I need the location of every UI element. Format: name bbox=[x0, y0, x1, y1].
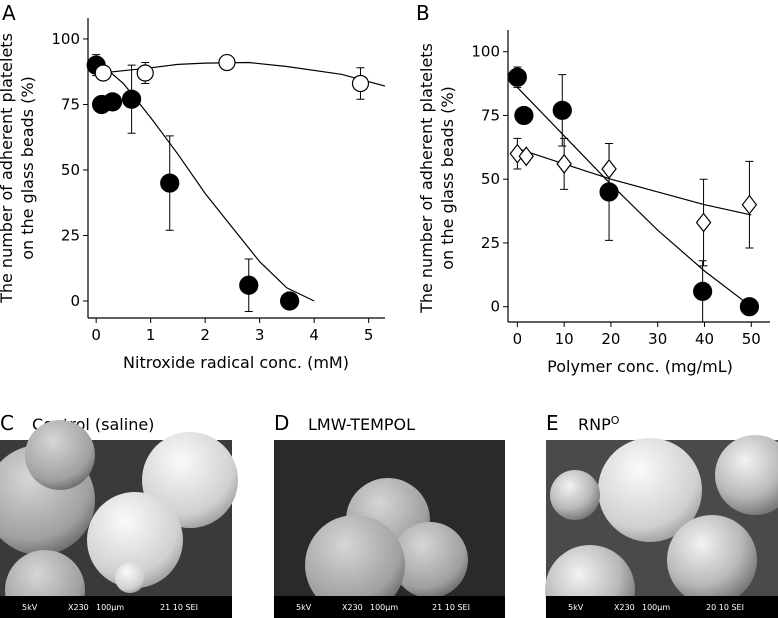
info-bar bbox=[546, 596, 778, 618]
image-panel-d: D LMW-TEMPOL 5kV X230 100µm 21 10 SEI bbox=[274, 411, 505, 618]
info-text: 21 10 SEI bbox=[432, 603, 470, 612]
x-tick-label: 1 bbox=[146, 326, 156, 344]
y-axis-label: The number of adherent platelets bbox=[417, 43, 436, 314]
x-tick-label: 0 bbox=[513, 330, 523, 348]
info-text: 100µm bbox=[370, 603, 398, 612]
marker bbox=[556, 153, 572, 174]
y-tick-label: 50 bbox=[481, 170, 500, 188]
panel-label: C bbox=[0, 411, 14, 435]
fit-line bbox=[516, 86, 752, 308]
fit-line bbox=[517, 148, 752, 216]
y-axis-label: The number of adherent platelets bbox=[0, 33, 16, 304]
x-tick-label: 3 bbox=[255, 326, 265, 344]
x-tick-label: 2 bbox=[200, 326, 210, 344]
bead bbox=[115, 563, 145, 593]
marker bbox=[218, 53, 236, 72]
x-tick-label: 20 bbox=[601, 330, 620, 348]
info-text: X230 bbox=[614, 603, 635, 612]
info-text: X230 bbox=[342, 603, 363, 612]
title-sup: O bbox=[611, 414, 620, 427]
marker bbox=[552, 100, 572, 120]
y-tick-label: 50 bbox=[61, 161, 80, 179]
panel-title: LMW-TEMPOL bbox=[308, 415, 415, 434]
marker bbox=[280, 291, 300, 311]
x-tick-label: 4 bbox=[309, 326, 319, 344]
y-tick-label: 100 bbox=[51, 30, 80, 48]
marker bbox=[518, 146, 535, 167]
marker bbox=[239, 275, 259, 295]
marker bbox=[599, 182, 619, 202]
bead bbox=[305, 515, 405, 615]
y-tick-label: 75 bbox=[481, 106, 500, 124]
bead bbox=[667, 515, 757, 605]
title-text: RNP bbox=[578, 415, 611, 434]
info-text: 5kV bbox=[568, 603, 584, 612]
y-tick-label: 100 bbox=[471, 43, 500, 61]
panel-label: B bbox=[416, 1, 430, 25]
y-axis-label: on the glass beads (%) bbox=[18, 76, 37, 260]
panel-label: E bbox=[546, 411, 559, 435]
image-panel-e: E RNPO 5kV X230 100µm 20 10 SEI bbox=[545, 411, 778, 618]
bead bbox=[25, 420, 95, 490]
x-tick-label: 0 bbox=[91, 326, 101, 344]
x-tick-label: 10 bbox=[555, 330, 574, 348]
panel-label: D bbox=[274, 411, 289, 435]
x-axis-label: Polymer conc. (mg/mL) bbox=[547, 357, 733, 376]
marker bbox=[695, 212, 712, 233]
info-bar bbox=[0, 596, 232, 618]
y-tick-label: 75 bbox=[61, 95, 80, 113]
image-panel-c: C Control (saline) 5kV X230 100µm 21 10 … bbox=[0, 411, 238, 618]
info-text: 5kV bbox=[296, 603, 312, 612]
x-tick-label: 30 bbox=[648, 330, 667, 348]
x-tick-label: 40 bbox=[695, 330, 714, 348]
y-tick-label: 0 bbox=[70, 292, 80, 310]
marker bbox=[160, 173, 180, 193]
bead bbox=[715, 435, 778, 515]
info-text: 100µm bbox=[96, 603, 124, 612]
bead bbox=[598, 438, 702, 542]
x-tick-label: 5 bbox=[364, 326, 374, 344]
marker bbox=[741, 194, 758, 215]
marker bbox=[102, 92, 123, 112]
marker bbox=[94, 64, 112, 82]
bead bbox=[550, 470, 600, 520]
marker bbox=[509, 143, 526, 164]
panel-label: A bbox=[2, 1, 16, 25]
y-tick-label: 0 bbox=[490, 298, 500, 316]
info-text: X230 bbox=[68, 603, 89, 612]
info-text: 21 10 SEI bbox=[160, 603, 198, 612]
marker bbox=[351, 74, 370, 93]
marker bbox=[693, 281, 713, 301]
x-axis-label: Nitroxide radical conc. (mM) bbox=[123, 353, 349, 372]
marker bbox=[739, 297, 760, 317]
bead bbox=[87, 492, 183, 588]
info-text: 100µm bbox=[642, 603, 670, 612]
info-text: 20 10 SEI bbox=[706, 603, 744, 612]
bead bbox=[392, 522, 468, 598]
info-text: 5kV bbox=[22, 603, 38, 612]
marker bbox=[121, 89, 142, 109]
panel-title: RNPO bbox=[578, 414, 620, 434]
info-bar bbox=[274, 596, 505, 618]
marker bbox=[507, 67, 527, 87]
marker bbox=[601, 159, 617, 179]
y-tick-label: 25 bbox=[481, 234, 500, 252]
marker bbox=[136, 64, 154, 82]
y-axis-label: on the glass beads (%) bbox=[438, 86, 457, 270]
marker bbox=[514, 105, 534, 126]
x-tick-label: 50 bbox=[742, 330, 761, 348]
y-tick-label: 25 bbox=[61, 226, 80, 244]
